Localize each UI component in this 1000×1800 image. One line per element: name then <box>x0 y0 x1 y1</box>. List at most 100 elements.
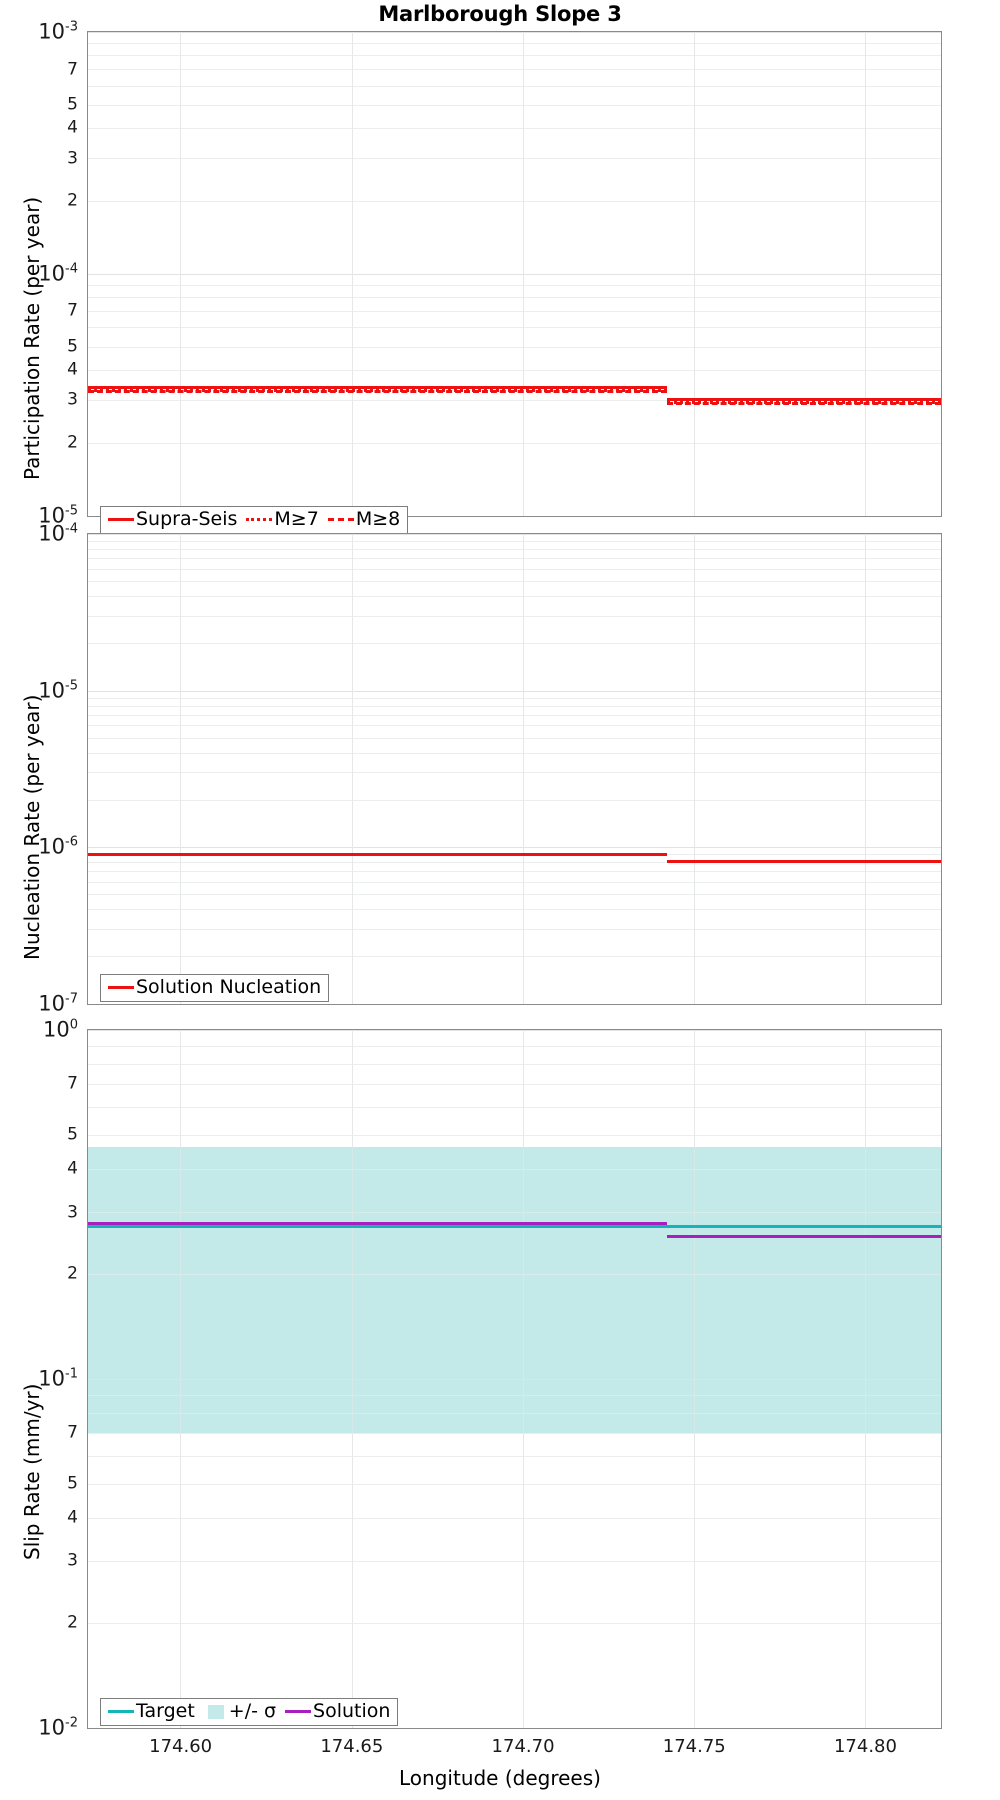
y-tick-label: 10-3 <box>38 19 78 44</box>
gridline-horizontal <box>88 297 941 299</box>
gridline-vertical <box>180 534 182 1004</box>
gridline-horizontal <box>88 1378 941 1380</box>
gridline-horizontal <box>88 534 941 535</box>
gridline-horizontal <box>88 1432 941 1434</box>
legend-swatch-line <box>246 518 273 521</box>
legend-item: M≥8 <box>327 508 401 530</box>
legend-label: Solution <box>313 1700 391 1722</box>
gridline-horizontal <box>88 1107 941 1109</box>
legend-swatch-patch <box>207 1704 224 1719</box>
gridline-horizontal <box>88 1063 941 1065</box>
legend-swatch-line <box>108 518 134 521</box>
y-tick-label: 10-4 <box>38 261 78 286</box>
y-tick-label: 10-6 <box>38 834 78 859</box>
data-series-solution <box>88 1221 667 1225</box>
gridline-vertical <box>180 1030 182 1728</box>
y-ticks-participation: 10-3 7 5 4 3 2 10-4 7 5 4 3 2 10-5 <box>0 21 84 526</box>
y-tick-label: 3 <box>67 148 78 169</box>
gridline-horizontal <box>88 1517 941 1519</box>
gridline-horizontal <box>88 690 941 692</box>
legend-label: Solution Nucleation <box>136 976 322 998</box>
y-tick-label: 7 <box>67 1422 78 1443</box>
legend-swatch-line <box>108 1710 134 1713</box>
gridline-horizontal <box>88 128 941 130</box>
gridline-vertical <box>694 1030 696 1728</box>
x-tick-label: 174.75 <box>662 1736 726 1757</box>
gridline-vertical <box>351 32 353 516</box>
panel-slip-rate <box>87 1029 942 1729</box>
gridline-horizontal <box>88 32 941 33</box>
x-tick-label: 174.65 <box>320 1736 384 1757</box>
gridline-horizontal <box>88 909 941 911</box>
legend-item: Solution Nucleation <box>108 978 321 997</box>
gridline-horizontal <box>88 1483 941 1485</box>
gridline-horizontal <box>88 1134 941 1136</box>
gridline-horizontal <box>88 725 941 727</box>
gridline-horizontal <box>88 871 941 873</box>
gridline-horizontal <box>88 1273 941 1275</box>
gridline-vertical <box>351 534 353 1004</box>
y-tick-label: 10-1 <box>38 1366 78 1391</box>
gridline-horizontal <box>88 346 941 348</box>
legend-label: Target <box>136 1700 195 1722</box>
y-tick-label: 10-5 <box>38 503 78 528</box>
plot-area-slip-rate <box>88 1030 941 1728</box>
gridline-vertical <box>522 1030 524 1728</box>
gridline-horizontal <box>88 847 941 849</box>
gridline-horizontal <box>88 1084 941 1086</box>
gridline-horizontal <box>88 558 941 560</box>
y-tick-label: 4 <box>67 1507 78 1528</box>
y-tick-label: 5 <box>67 94 78 115</box>
gridline-horizontal <box>88 1045 941 1047</box>
legend-label: M≥8 <box>355 508 401 530</box>
gridline-horizontal <box>88 862 941 864</box>
gridline-vertical <box>694 32 696 516</box>
gridline-vertical <box>865 32 867 516</box>
legend-participation: Supra-Seis M≥7 M≥8 <box>100 506 409 534</box>
legend-swatch-line <box>285 1710 312 1713</box>
gridline-horizontal <box>88 881 941 883</box>
legend-item: M≥7 <box>246 510 319 529</box>
page-title: Marlborough Slope 3 <box>378 2 622 26</box>
data-series-m-8 <box>88 390 667 394</box>
data-series-target <box>88 1225 941 1228</box>
y-axis-label-nucleation: Nucleation Rate (per year) <box>20 694 44 960</box>
y-tick-label: 5 <box>67 1124 78 1145</box>
gridline-horizontal <box>88 1212 941 1214</box>
y-tick-label: 2 <box>67 1263 78 1284</box>
gridline-horizontal <box>88 799 941 801</box>
x-tick-label: 174.60 <box>149 1736 213 1757</box>
gridline-horizontal <box>88 327 941 329</box>
gridline-vertical <box>865 534 867 1004</box>
y-tick-label: 7 <box>67 59 78 80</box>
y-axis-label-slip-rate: Slip Rate (mm/yr) <box>20 1383 44 1560</box>
gridline-horizontal <box>88 928 941 930</box>
gridline-horizontal <box>88 643 941 645</box>
gridline-horizontal <box>88 1030 941 1031</box>
gridline-vertical <box>180 32 182 516</box>
gridline-horizontal <box>88 596 941 598</box>
legend-slip-rate: Target +/- σ Solution <box>100 1698 399 1726</box>
y-tick-label: 4 <box>67 117 78 138</box>
legend-nucleation: Solution Nucleation <box>100 974 330 1002</box>
gridline-horizontal <box>88 956 941 958</box>
gridline-horizontal <box>88 1456 941 1458</box>
data-series-supra-seis <box>666 397 941 401</box>
x-axis-label: Longitude (degrees) <box>399 1766 601 1790</box>
data-series-solution-nucleation <box>666 859 941 863</box>
gridline-horizontal <box>88 705 941 707</box>
gridline-horizontal <box>88 284 941 286</box>
plot-area-nucleation <box>88 534 941 1004</box>
gridline-horizontal <box>88 104 941 106</box>
legend-item: +/- σ <box>204 1702 276 1721</box>
y-tick-label: 3 <box>67 1550 78 1571</box>
gridline-vertical <box>865 1030 867 1728</box>
y-tick-label: 7 <box>67 300 78 321</box>
y-tick-label: 2 <box>67 190 78 211</box>
gridline-horizontal <box>88 1727 941 1728</box>
data-series-solution-nucleation <box>88 852 667 856</box>
gridline-horizontal <box>88 1561 941 1563</box>
data-series-m-7 <box>88 388 667 392</box>
gridline-horizontal <box>88 1412 941 1414</box>
